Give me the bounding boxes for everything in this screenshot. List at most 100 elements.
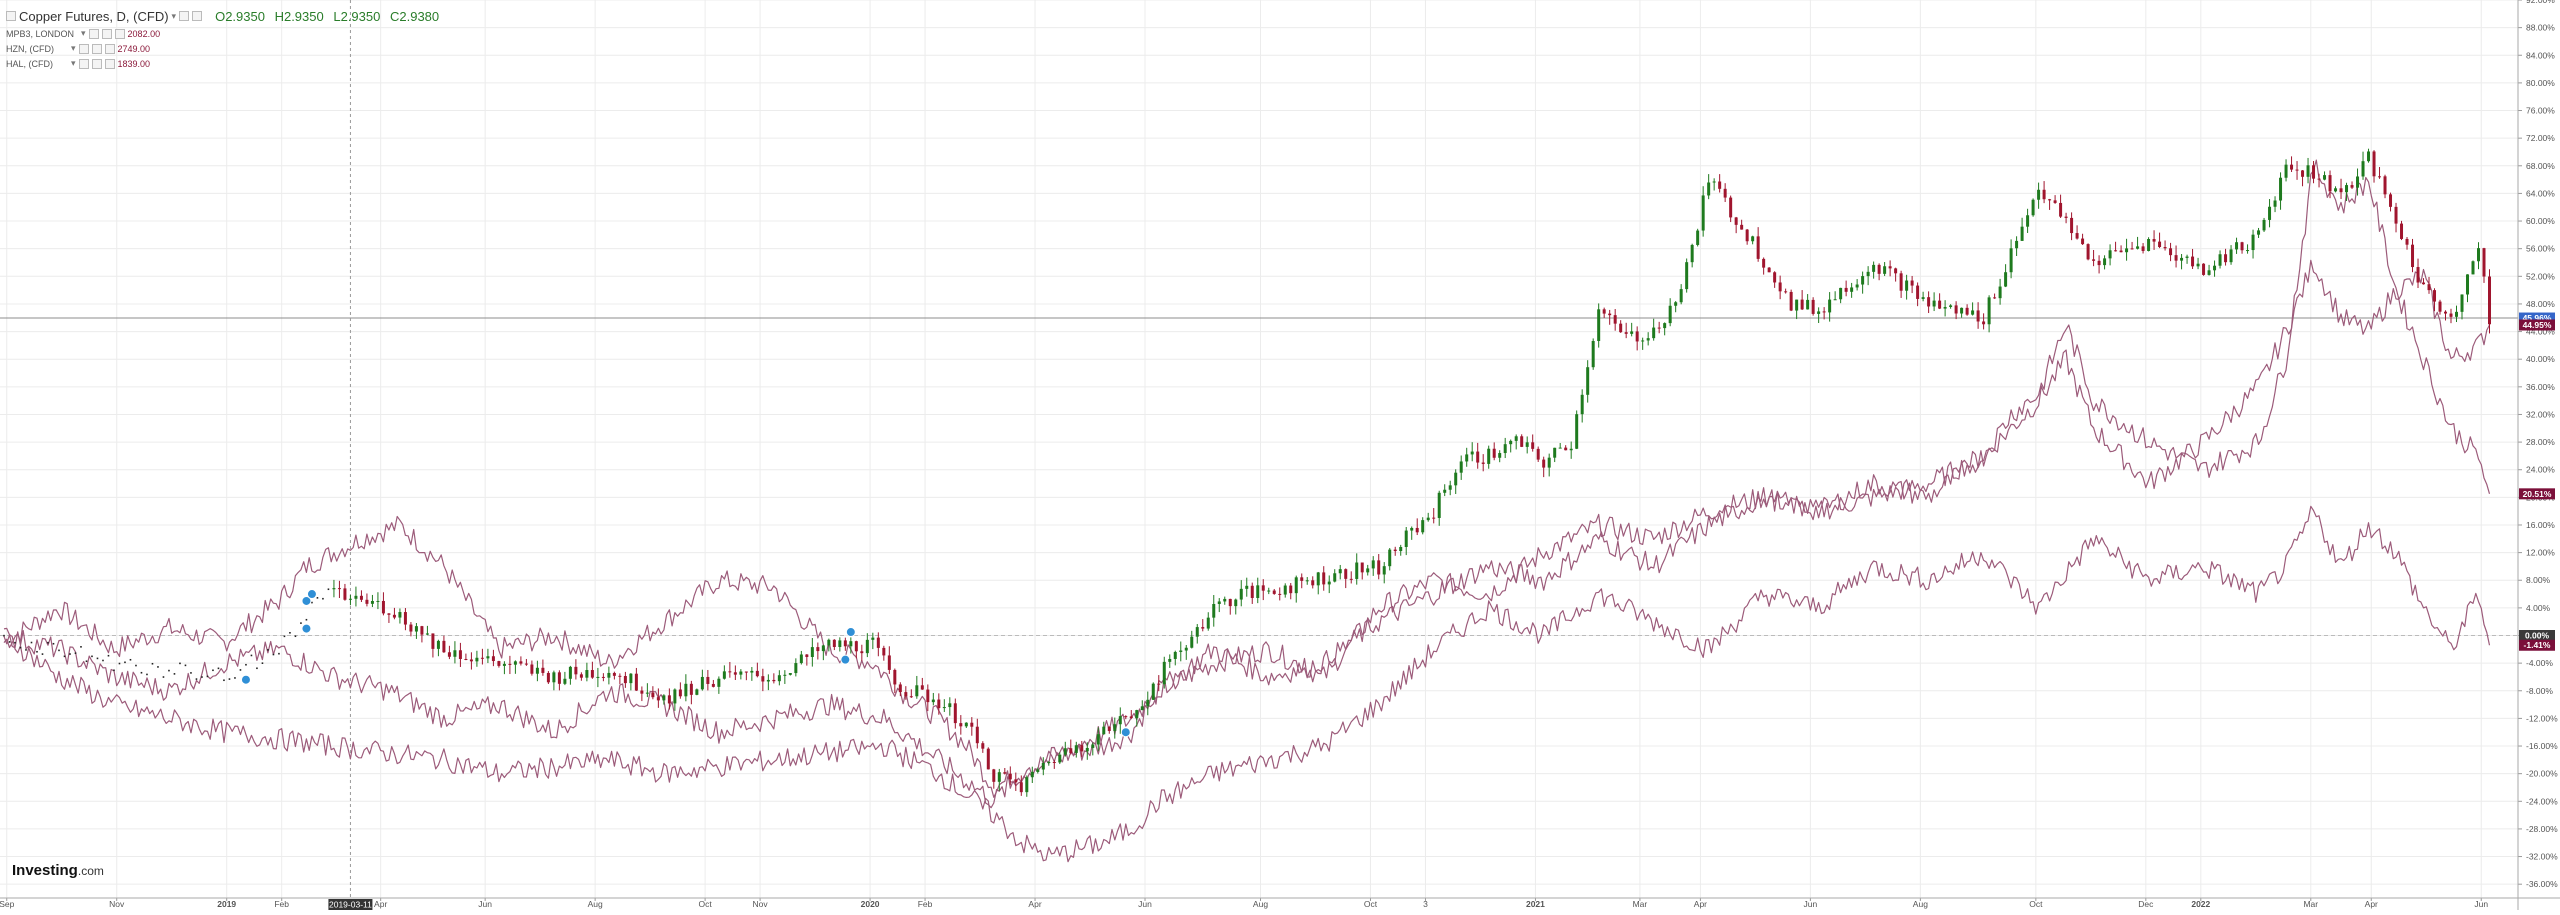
candle-dot <box>3 634 5 637</box>
candle-body <box>1993 297 1997 299</box>
eye-icon[interactable] <box>78 43 89 54</box>
candle-dot <box>195 678 198 680</box>
close-icon[interactable] <box>104 43 115 54</box>
candle-body <box>1058 754 1062 763</box>
candle-body <box>2400 223 2404 239</box>
candle-body <box>508 663 512 665</box>
candle-body <box>2235 242 2239 250</box>
last-value-badge <box>2519 639 2555 651</box>
event-marker-icon <box>845 627 856 638</box>
candle-body <box>2185 256 2189 258</box>
candle-body <box>2323 175 2327 180</box>
candle-body <box>1019 782 1023 793</box>
candle-dot <box>36 650 38 653</box>
candle-body <box>645 692 649 694</box>
candle-body <box>2339 188 2343 193</box>
candle-body <box>2009 248 2013 273</box>
main-symbol-label[interactable]: Copper Futures, D, (CFD) <box>19 8 169 24</box>
x-tick-label: Aug <box>588 899 603 909</box>
close-icon[interactable] <box>192 11 203 21</box>
chevron-down-icon[interactable]: ▾ <box>71 58 76 68</box>
settings-icon[interactable] <box>91 43 102 54</box>
candle-body <box>1426 517 1430 521</box>
candle-body <box>1514 436 1518 441</box>
settings-icon[interactable] <box>91 58 102 69</box>
candle-body <box>2422 282 2426 285</box>
close-icon[interactable] <box>114 28 125 39</box>
candle-body <box>1179 650 1183 652</box>
y-tick-label: -8.00% <box>2526 686 2553 696</box>
close-icon[interactable] <box>104 58 115 69</box>
candle-body <box>2306 165 2310 177</box>
eye-icon[interactable] <box>88 28 99 39</box>
compare-value: 2082.00 <box>127 28 161 39</box>
compare-symbol[interactable]: HZN, (CFD) <box>6 43 54 54</box>
x-tick-label: Mar <box>1633 899 1648 909</box>
y-tick-label: 32.00% <box>2526 409 2555 419</box>
candle-body <box>788 673 792 675</box>
collapse-legend-icon[interactable] <box>6 11 16 21</box>
candle-body <box>728 671 732 673</box>
candle-body <box>480 657 484 659</box>
chevron-down-icon[interactable]: ▾ <box>71 43 76 53</box>
candle-body <box>1487 448 1491 464</box>
candle-dot <box>102 659 104 662</box>
candle-body <box>453 650 457 657</box>
candle-body <box>2488 276 2492 325</box>
candle-body <box>761 676 765 682</box>
y-tick-label: -16.00% <box>2526 741 2558 751</box>
candle-body <box>810 647 814 657</box>
chevron-down-icon[interactable]: ▾ <box>81 28 86 38</box>
x-tick-label: 2020 <box>861 899 880 909</box>
candle-body <box>2246 250 2250 252</box>
candle-body <box>2405 238 2409 245</box>
candle-dot <box>184 664 187 667</box>
y-tick-label: 12.00% <box>2526 548 2555 558</box>
candle-body <box>607 672 611 678</box>
event-marker-icon <box>306 589 317 600</box>
candle-body <box>1949 305 1953 307</box>
candle-body <box>1168 658 1172 662</box>
candle-dot <box>294 635 297 638</box>
settings-icon[interactable] <box>101 28 112 39</box>
candle-body <box>1767 267 1771 273</box>
candle-body <box>2257 230 2261 235</box>
candle-body <box>1921 297 1925 299</box>
settings-icon[interactable] <box>179 11 190 21</box>
candle-dot <box>256 667 258 670</box>
candle-body <box>1745 229 1749 242</box>
candle-body <box>794 663 798 674</box>
candle-body <box>1723 188 1727 198</box>
candle-body <box>1228 598 1232 607</box>
eye-icon[interactable] <box>78 58 89 69</box>
candle-body <box>1536 448 1540 460</box>
candle-body <box>1597 309 1601 342</box>
candle-dot <box>41 653 44 655</box>
candle-body <box>860 651 864 654</box>
candle-body <box>1520 436 1524 447</box>
candle-body <box>1734 217 1738 225</box>
candle-dot <box>234 677 236 679</box>
candle-body <box>1008 773 1012 780</box>
candle-body <box>1234 599 1238 607</box>
candle-body <box>1135 710 1139 719</box>
candle-body <box>1157 683 1161 685</box>
candle-dot <box>58 649 60 652</box>
compare-symbol[interactable]: HAL, (CFD) <box>6 58 53 69</box>
candle-body <box>1113 724 1117 731</box>
y-tick-label: 36.00% <box>2526 382 2555 392</box>
compare-symbol[interactable]: MPB3, LONDON <box>6 28 75 39</box>
candle-body <box>1162 661 1166 685</box>
candle-body <box>1151 683 1155 700</box>
y-tick-label: 60.00% <box>2526 216 2555 226</box>
last-value-badge <box>2519 630 2555 642</box>
chevron-down-icon[interactable]: ▾ <box>171 10 177 21</box>
candle-body <box>1184 647 1188 651</box>
candle-body <box>2163 246 2167 249</box>
candle-body <box>2147 239 2151 251</box>
candle-body <box>2229 249 2233 263</box>
x-tick-label: Sep <box>0 899 15 909</box>
candle-body <box>662 695 666 701</box>
